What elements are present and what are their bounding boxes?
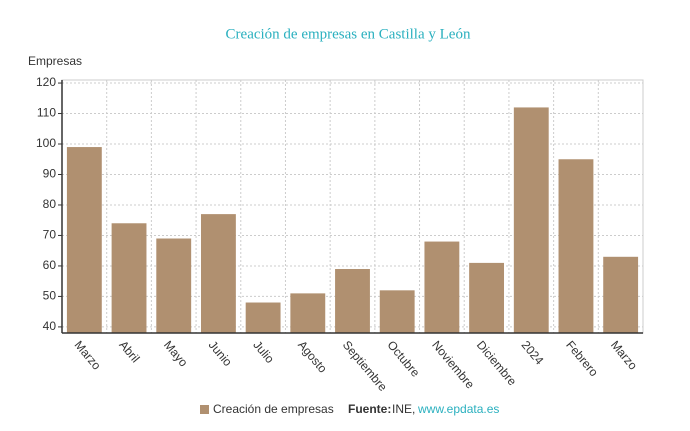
bar: [379, 290, 415, 333]
y-tick-label: 100: [36, 136, 56, 150]
x-tick-label: Septiembre: [340, 338, 390, 394]
y-axis-label: Empresas: [28, 54, 82, 68]
y-tick-label: 90: [43, 167, 57, 181]
y-tick-label: 80: [43, 197, 57, 211]
bar: [111, 223, 147, 333]
footer: Creación de empresas Fuente: INE, www.ep…: [200, 402, 499, 416]
bar: [469, 262, 505, 333]
x-tick-label: Noviembre: [429, 338, 477, 392]
source-label: Fuente:: [348, 402, 391, 416]
bar: [424, 241, 460, 333]
x-tick-label: 2024: [519, 338, 547, 368]
x-tick-label: Mayo: [161, 338, 191, 370]
y-tick-label: 120: [36, 75, 56, 89]
legend-label: Creación de empresas: [213, 402, 334, 416]
x-tick-label: Diciembre: [474, 338, 520, 389]
source-url[interactable]: www.epdata.es: [417, 402, 499, 416]
legend-swatch: [200, 405, 209, 414]
x-tick-label: Octubre: [384, 338, 422, 380]
bar: [335, 268, 370, 333]
x-tick-label: Marzo: [72, 338, 104, 373]
y-tick-label: 60: [43, 258, 57, 272]
y-tick-label: 110: [37, 106, 56, 120]
x-tick-label: Agosto: [295, 338, 330, 376]
chart-title: Creación de empresas en Castilla y León: [226, 26, 471, 42]
bar: [245, 302, 281, 333]
bar: [603, 256, 639, 333]
bar: [156, 238, 192, 333]
x-tick-label: Julio: [250, 338, 277, 366]
x-tick-label: Febrero: [563, 338, 601, 379]
bar: [513, 107, 549, 333]
x-tick-label: Junio: [206, 338, 235, 369]
x-tick-label: Marzo: [608, 338, 640, 373]
x-tick-label: Abril: [116, 338, 142, 365]
y-tick-label: 50: [43, 289, 57, 303]
bar: [558, 159, 594, 333]
bar: [66, 147, 102, 333]
y-tick-label: 40: [43, 319, 57, 333]
bar: [200, 214, 236, 333]
source-name: INE,: [392, 402, 415, 416]
bar: [290, 293, 326, 333]
y-tick-label: 70: [43, 228, 57, 242]
